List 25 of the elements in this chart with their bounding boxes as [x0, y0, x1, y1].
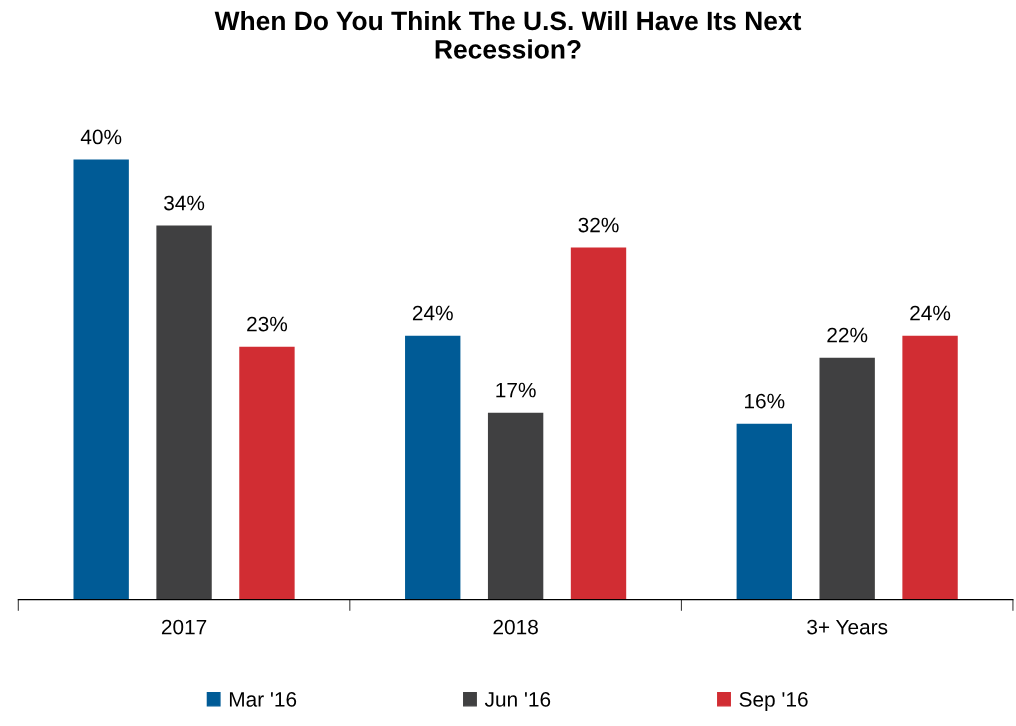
legend-label: Mar '16: [229, 692, 297, 707]
bar: [819, 357, 875, 600]
legend-label: Jun '16: [484, 692, 551, 707]
data-label: 16%: [745, 393, 785, 409]
x-tick-label: 2018: [493, 619, 538, 635]
bar: [570, 247, 627, 600]
bar: [902, 335, 958, 600]
data-label: 23%: [247, 316, 288, 332]
bar: [487, 412, 544, 600]
data-label: 24%: [412, 305, 453, 321]
data-label: 32%: [578, 217, 619, 233]
bar: [156, 225, 212, 600]
bar: [73, 159, 129, 600]
data-label: 34%: [164, 195, 205, 211]
bar: [239, 346, 295, 600]
x-tick-label: 2017: [161, 619, 207, 635]
bar: [405, 335, 461, 600]
bar: [736, 423, 792, 600]
x-tick-label: 3+ Years: [807, 619, 888, 635]
data-label: 22%: [827, 327, 868, 343]
data-label: 17%: [496, 382, 536, 398]
data-label: 24%: [910, 305, 951, 321]
legend-label: Sep '16: [739, 692, 808, 711]
data-label: 40%: [80, 129, 122, 145]
chart-title: When Do You Think The U.S. Will Have Its Next Recession?: [214, 10, 802, 59]
